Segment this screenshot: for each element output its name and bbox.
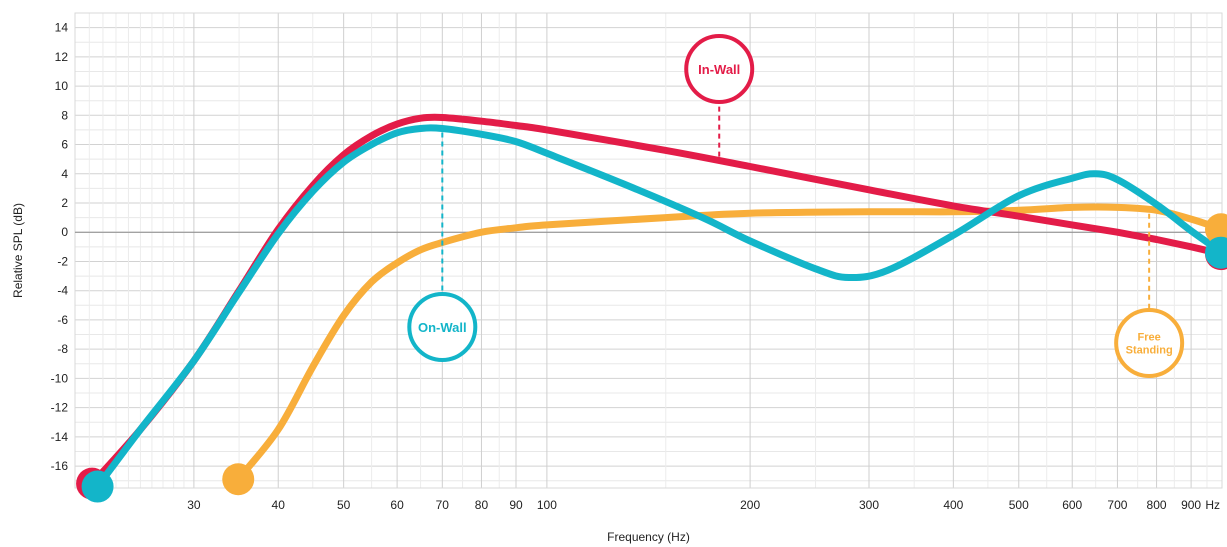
y-tick-label: 12 xyxy=(55,50,69,64)
x-tick-label: 800 xyxy=(1147,498,1167,512)
y-tick-label: -6 xyxy=(57,313,68,327)
callout-circle-free-standing xyxy=(1114,308,1185,378)
x-tick-label: 400 xyxy=(943,498,963,512)
callout-circle-in-wall xyxy=(684,34,755,104)
x-tick-label: 600 xyxy=(1062,498,1082,512)
y-tick-label: 14 xyxy=(55,21,69,35)
y-tick-label: -16 xyxy=(51,459,69,473)
y-tick-label: -14 xyxy=(51,430,69,444)
y-axis-tick-labels: 14 12 10 8 6 4 2 0 -2 -4 -6 -8 -10 -12 -14 -16 xyxy=(51,21,69,473)
callout-circle-on-wall xyxy=(407,292,478,362)
y-axis-title: Relative SPL (dB) xyxy=(11,203,25,298)
x-tick-label: 40 xyxy=(272,498,286,512)
series-line-on-wall xyxy=(94,124,1226,490)
x-tick-label: 500 xyxy=(1009,498,1029,512)
callout-label-in-wall: In-Wall xyxy=(698,62,740,77)
series-end-point-on-wall xyxy=(1205,236,1227,269)
series-line-free-standing xyxy=(234,203,1226,483)
series-endpoints xyxy=(76,213,1227,503)
series-lines xyxy=(88,113,1226,490)
series-line-in-wall xyxy=(88,113,1226,488)
x-tick-label: 30 xyxy=(187,498,201,512)
y-tick-label: -4 xyxy=(57,284,68,298)
y-tick-label: 10 xyxy=(55,79,69,93)
y-tick-label: 6 xyxy=(61,138,68,152)
x-axis-title: Frequency (Hz) xyxy=(607,530,690,544)
x-tick-label: 900 xyxy=(1181,498,1201,512)
grid xyxy=(74,12,1223,489)
y-tick-label: 2 xyxy=(61,196,68,210)
series-start-point-free-standing xyxy=(222,463,255,496)
series-start-point-on-wall xyxy=(81,470,114,503)
x-tick-label: 70 xyxy=(436,498,450,512)
x-tick-label: Hz xyxy=(1205,498,1220,512)
x-axis-tick-labels: 30 40 50 60 70 80 90 100 200 300 400 500 600 700 800 90… xyxy=(187,498,1220,512)
y-tick-label: 4 xyxy=(61,167,68,181)
x-tick-label: 80 xyxy=(475,498,489,512)
plot-border xyxy=(74,12,1223,489)
callout-label-free-standing: Free xyxy=(1138,332,1161,344)
x-tick-label: 300 xyxy=(859,498,879,512)
y-tick-label: -2 xyxy=(57,254,68,268)
x-tick-label: 100 xyxy=(537,498,557,512)
callout-label-free-standing: Standing xyxy=(1126,345,1173,357)
y-tick-label: -8 xyxy=(57,342,68,356)
x-tick-label: 60 xyxy=(390,498,404,512)
y-tick-label: 8 xyxy=(61,108,68,122)
y-tick-label: -10 xyxy=(51,371,69,385)
x-tick-label: 700 xyxy=(1107,498,1127,512)
x-tick-label: 90 xyxy=(509,498,523,512)
y-tick-label: 0 xyxy=(61,225,68,239)
y-tick-label: -12 xyxy=(51,401,69,415)
x-tick-label: 200 xyxy=(740,498,760,512)
x-tick-label: 50 xyxy=(337,498,351,512)
callout-label-on-wall: On-Wall xyxy=(418,320,467,335)
